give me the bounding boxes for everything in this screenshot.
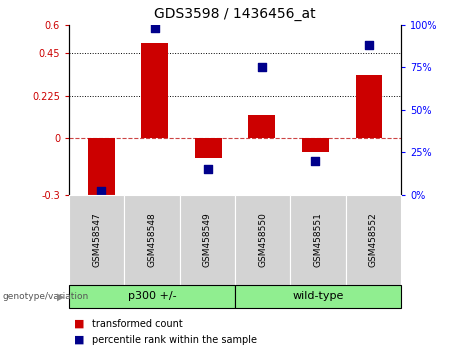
Bar (355, 75, 382, 138)
Bar (142, 43, 168, 138)
Text: GSM458552: GSM458552 (369, 212, 378, 267)
Text: ■: ■ (74, 319, 84, 329)
Text: GSM458551: GSM458551 (313, 212, 323, 267)
Point (312, 158, 319, 164)
Bar (195, 138, 222, 158)
Text: wild-type: wild-type (292, 291, 344, 302)
Bar (248, 115, 275, 138)
Text: genotype/variation: genotype/variation (2, 292, 89, 301)
Text: ■: ■ (74, 335, 84, 345)
Text: p300 +/-: p300 +/- (128, 291, 177, 302)
Text: GSM458547: GSM458547 (92, 212, 101, 267)
Title: GDS3598 / 1436456_at: GDS3598 / 1436456_at (154, 7, 316, 21)
Text: transformed count: transformed count (92, 319, 183, 329)
Point (258, 64, 266, 70)
Text: GSM458549: GSM458549 (203, 212, 212, 267)
Point (151, 25, 159, 31)
Point (98, 188, 105, 194)
Point (365, 42, 372, 48)
Text: GSM458548: GSM458548 (148, 212, 157, 267)
Bar (302, 138, 329, 152)
Text: ▶: ▶ (57, 291, 65, 302)
Text: percentile rank within the sample: percentile rank within the sample (92, 335, 257, 345)
Text: GSM458550: GSM458550 (258, 212, 267, 267)
Bar (88, 138, 115, 196)
Point (205, 166, 212, 172)
